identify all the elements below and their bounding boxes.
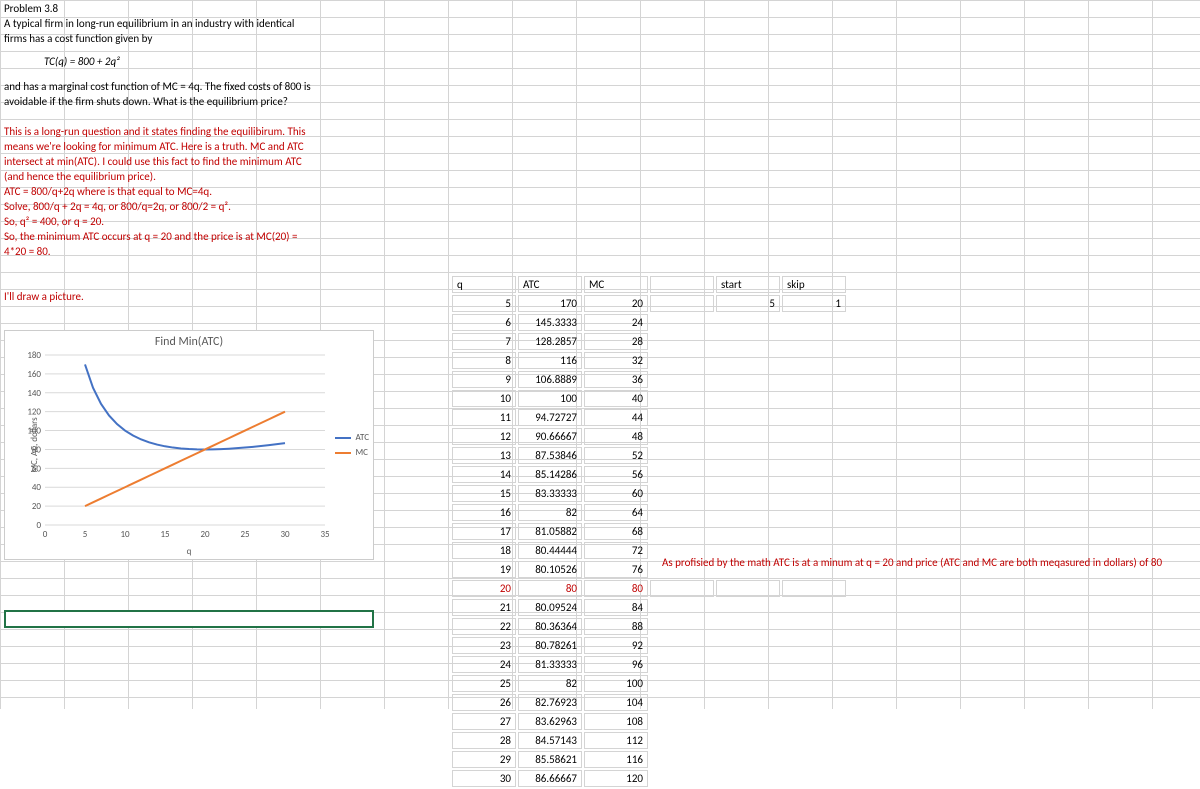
chart-legend: ATC MC — [335, 428, 369, 462]
problem-line1: A typical firm in long-run equilibrium i… — [4, 17, 374, 31]
table-row[interactable]: 2884.57143112 — [452, 732, 846, 749]
problem-line2: firms has a cost function given by — [4, 32, 374, 46]
table-header: ATC — [518, 276, 582, 293]
solution-p3: intersect at min(ATC). I could use this … — [4, 155, 374, 169]
table-row[interactable]: 7128.285728 — [452, 333, 846, 350]
table-row[interactable]: 811632 — [452, 352, 846, 369]
svg-text:140: 140 — [27, 388, 41, 399]
table-row[interactable]: 168264 — [452, 504, 846, 521]
table-row[interactable]: 3086.66667120 — [452, 770, 846, 787]
svg-text:0: 0 — [36, 520, 41, 531]
table-header: MC — [584, 276, 648, 293]
solution-p8: So, the minimum ATC occurs at q = 20 and… — [4, 230, 374, 244]
table-row[interactable]: 9106.888936 — [452, 371, 846, 388]
solution-p4: (and hence the equilibrium price). — [4, 170, 374, 184]
table-row[interactable]: 51702051 — [452, 295, 846, 312]
table-row[interactable]: 1194.7272744 — [452, 409, 846, 426]
solution-p9: 4*20 = 80. — [4, 245, 374, 259]
table-row[interactable]: 1387.5384652 — [452, 447, 846, 464]
table-header — [650, 276, 714, 293]
active-cell[interactable] — [4, 610, 374, 628]
svg-text:20: 20 — [200, 529, 210, 540]
svg-text:20: 20 — [32, 501, 42, 512]
table-row[interactable]: 2280.3636488 — [452, 618, 846, 635]
problem-formula: TC(q) = 800 + 2q² — [4, 55, 374, 69]
svg-text:25: 25 — [240, 529, 250, 540]
svg-text:30: 30 — [280, 529, 290, 540]
table-row[interactable]: 1010040 — [452, 390, 846, 407]
table-header-row: qATCMC startskip — [452, 276, 846, 293]
svg-text:15: 15 — [160, 529, 170, 540]
solution-p7: So, q² = 400, or q = 20. — [4, 215, 374, 229]
table-row[interactable]: 2180.0952484 — [452, 599, 846, 616]
annotation-text: As profisied by the math ATC is at a min… — [662, 556, 1162, 569]
svg-text:5: 5 — [83, 529, 88, 540]
table-row[interactable]: 2783.62963108 — [452, 713, 846, 730]
data-table[interactable]: qATCMC startskip 51702051 6145.333324 7128.2… — [450, 274, 848, 789]
chart-plot-area: 02040608010012014016018005101520253035 — [45, 355, 325, 525]
legend-mc: MC — [335, 447, 369, 458]
svg-text:180: 180 — [27, 350, 41, 361]
solution-p2: means we're looking for minimum ATC. Her… — [4, 140, 374, 154]
svg-text:100: 100 — [27, 426, 41, 437]
table-row[interactable]: 2481.3333396 — [452, 656, 846, 673]
svg-text:80: 80 — [32, 444, 42, 455]
chart-xlabel: q — [187, 546, 192, 557]
table-row[interactable]: 1485.1428656 — [452, 466, 846, 483]
table-row[interactable]: 2682.76923104 — [452, 694, 846, 711]
solution-p5: ATC = 800/q+2q where is that equal to MC… — [4, 185, 374, 199]
svg-text:35: 35 — [320, 529, 330, 540]
solution-p1: This is a long-run question and it state… — [4, 125, 374, 139]
problem-line3: and has a marginal cost function of MC =… — [4, 80, 374, 94]
svg-text:10: 10 — [120, 529, 130, 540]
table-row[interactable]: 2985.58621116 — [452, 751, 846, 768]
table-row[interactable]: 1290.6666748 — [452, 428, 846, 445]
svg-text:40: 40 — [32, 482, 42, 493]
chart-title: Find Min(ATC) — [5, 331, 373, 349]
table-header: q — [452, 276, 516, 293]
problem-title: Problem 3.8 — [4, 2, 374, 16]
svg-text:160: 160 — [27, 369, 41, 380]
solution-draw: I'll draw a picture. — [4, 290, 374, 304]
table-header: start — [716, 276, 780, 293]
problem-line4: avoidable if the firm shuts down. What i… — [4, 95, 374, 109]
chart-container[interactable]: Find Min(ATC) MC, AC, dollars q 02040608… — [4, 330, 374, 560]
legend-atc: ATC — [335, 432, 369, 443]
table-row[interactable]: 6145.333324 — [452, 314, 846, 331]
table-row[interactable]: 2380.7826192 — [452, 637, 846, 654]
table-row[interactable]: 1583.3333360 — [452, 485, 846, 502]
table-header: skip — [782, 276, 846, 293]
table-row[interactable]: 2582100 — [452, 675, 846, 692]
svg-text:120: 120 — [27, 407, 41, 418]
solution-p6: Solve, 800/q + 2q = 4q, or 800/q=2q, or … — [4, 200, 374, 214]
table-row[interactable]: 208080 — [452, 580, 846, 597]
svg-text:60: 60 — [32, 463, 42, 474]
table-row[interactable]: 1781.0588268 — [452, 523, 846, 540]
svg-text:0: 0 — [43, 529, 48, 540]
